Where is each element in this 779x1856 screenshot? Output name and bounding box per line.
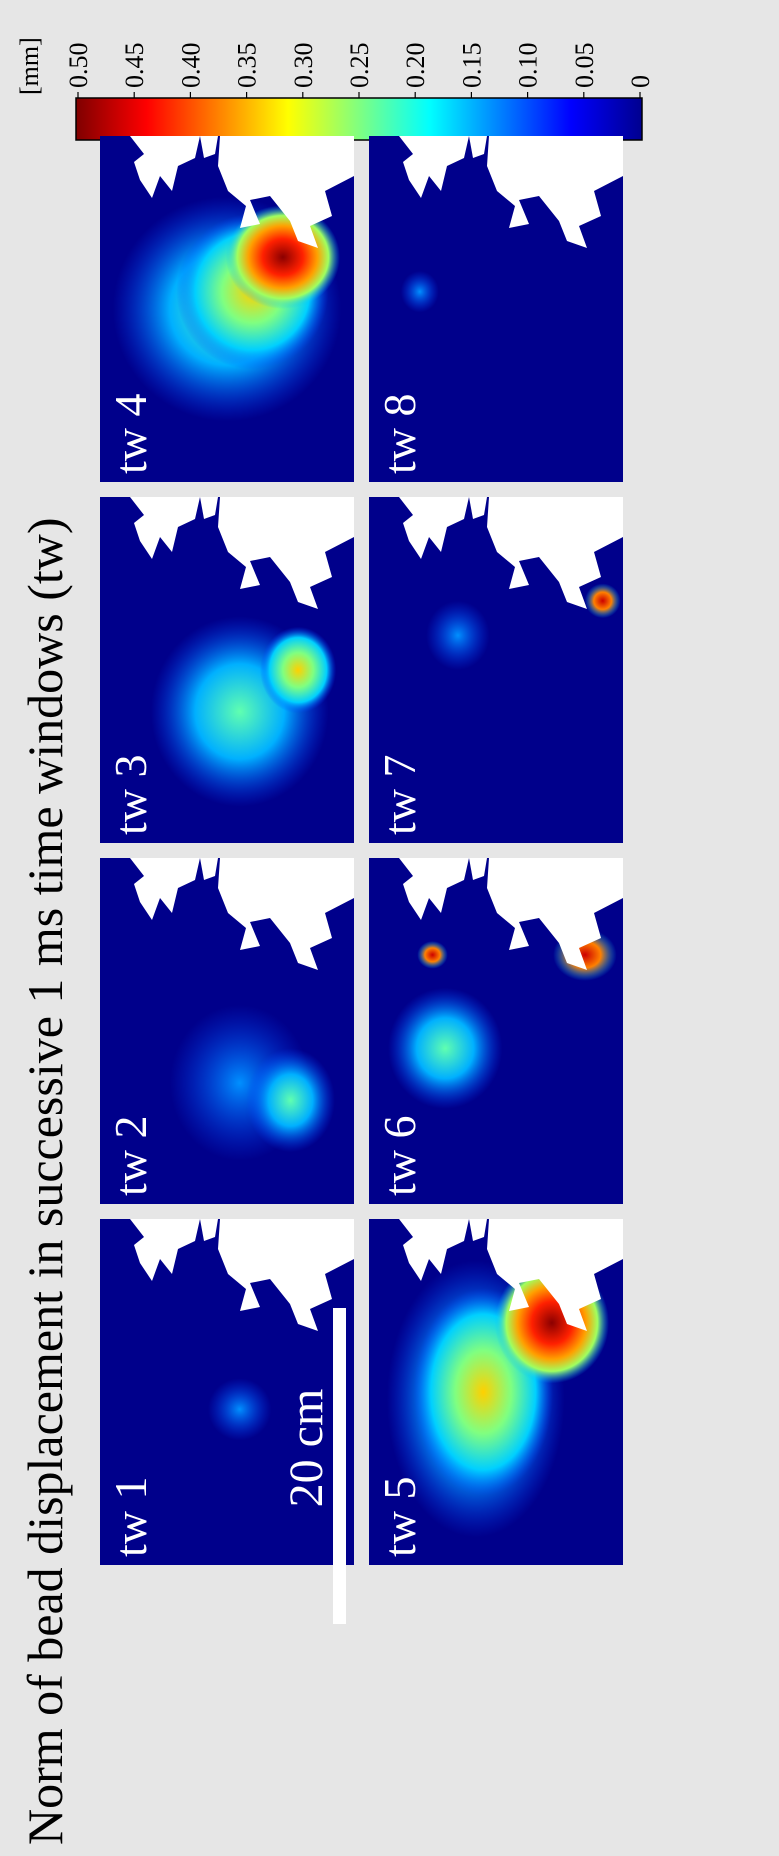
displacement-field — [426, 600, 490, 671]
colorbar-tick-label: 0.25 — [345, 43, 374, 89]
fluid-finger — [399, 497, 469, 559]
panel-label: tw 8 — [374, 394, 425, 475]
fluid-finger — [218, 497, 354, 609]
colorbar-unit: [mm] — [15, 37, 44, 95]
scale-bar-line — [333, 1308, 346, 1624]
colorbar-tick-label: 0.20 — [401, 43, 430, 89]
panel-label: tw 3 — [105, 755, 156, 836]
displacement-field — [246, 1048, 335, 1153]
panel-tw-6: tw 6 — [369, 858, 623, 1204]
colorbar-tick-label: 0.15 — [457, 43, 486, 89]
panel-label: tw 6 — [374, 1116, 425, 1197]
colorbar-tick-label: 0 — [626, 75, 655, 88]
fluid-finger — [469, 858, 487, 880]
scale-bar-label: 20 cm — [280, 1389, 333, 1508]
fluid-finger — [469, 136, 487, 158]
panel-label: tw 7 — [374, 755, 425, 836]
fluid-finger — [487, 136, 623, 248]
fluid-finger — [200, 858, 218, 880]
displacement-field — [260, 626, 337, 714]
displacement-field — [388, 987, 503, 1109]
panel-tw-7: tw 7 — [369, 497, 623, 843]
fluid-finger — [399, 1219, 469, 1281]
colorbar-tick-label: 0.30 — [289, 43, 318, 89]
panel-tw-4: tw 4 — [100, 136, 354, 482]
fluid-finger — [200, 136, 218, 158]
colorbar: [mm] 0.50 0.45 0.40 0.35 0.30 0.25 0.20 0.15 0.1… — [15, 37, 655, 141]
fluid-finger — [469, 497, 487, 519]
colorbar-tick-label: 0.50 — [64, 43, 93, 89]
colorbar-ticks: 0.50 0.45 0.40 0.35 0.30 0.25 0.20 0.15 0.10 0.05… — [64, 43, 655, 98]
fluid-finger — [399, 858, 469, 920]
colorbar-gradient — [75, 97, 643, 141]
displacement-field — [417, 941, 448, 969]
fluid-finger — [399, 136, 469, 198]
scale-bar: 20 cm — [280, 1308, 346, 1624]
panel-tw-3: tw 3 — [100, 497, 354, 843]
panel-label: tw 4 — [105, 394, 156, 475]
colorbar-tick-label: 0.45 — [120, 43, 149, 89]
fluid-finger — [469, 1219, 487, 1241]
panel-label: tw 1 — [105, 1477, 156, 1558]
panel-tw-1: tw 1 — [100, 1219, 354, 1565]
fluid-finger — [218, 858, 354, 970]
fluid-finger — [218, 1219, 354, 1331]
fluid-finger — [487, 1219, 623, 1331]
panel-grid: tw 1 tw 2 tw 3 tw 4 tw 5 tw 6 tw 7 tw 8 — [100, 136, 623, 1565]
fluid-finger — [487, 497, 623, 609]
fluid-finger — [130, 497, 200, 559]
panel-label: tw 5 — [374, 1477, 425, 1558]
colorbar-tick-label: 0.40 — [176, 43, 205, 89]
displacement-field — [400, 270, 439, 313]
fluid-finger — [200, 1219, 218, 1241]
panel-label: tw 2 — [105, 1116, 156, 1197]
colorbar-tick-label: 0.05 — [570, 43, 599, 89]
fluid-finger — [218, 136, 354, 248]
fluid-finger — [130, 136, 200, 198]
fluid-finger — [130, 1219, 200, 1281]
panel-tw-2: tw 2 — [100, 858, 354, 1204]
panel-tw-5: tw 5 — [369, 1219, 623, 1565]
fluid-finger — [487, 858, 623, 970]
colorbar-tick-label: 0.10 — [514, 43, 543, 89]
fluid-finger — [200, 497, 218, 519]
figure-title: Norm of bead displacement in successive … — [17, 518, 73, 1846]
panel-tw-8: tw 8 — [369, 136, 623, 482]
fluid-finger — [130, 858, 200, 920]
colorbar-tick-label: 0.35 — [233, 43, 262, 89]
displacement-field — [584, 583, 621, 619]
displacement-field — [207, 1378, 272, 1441]
